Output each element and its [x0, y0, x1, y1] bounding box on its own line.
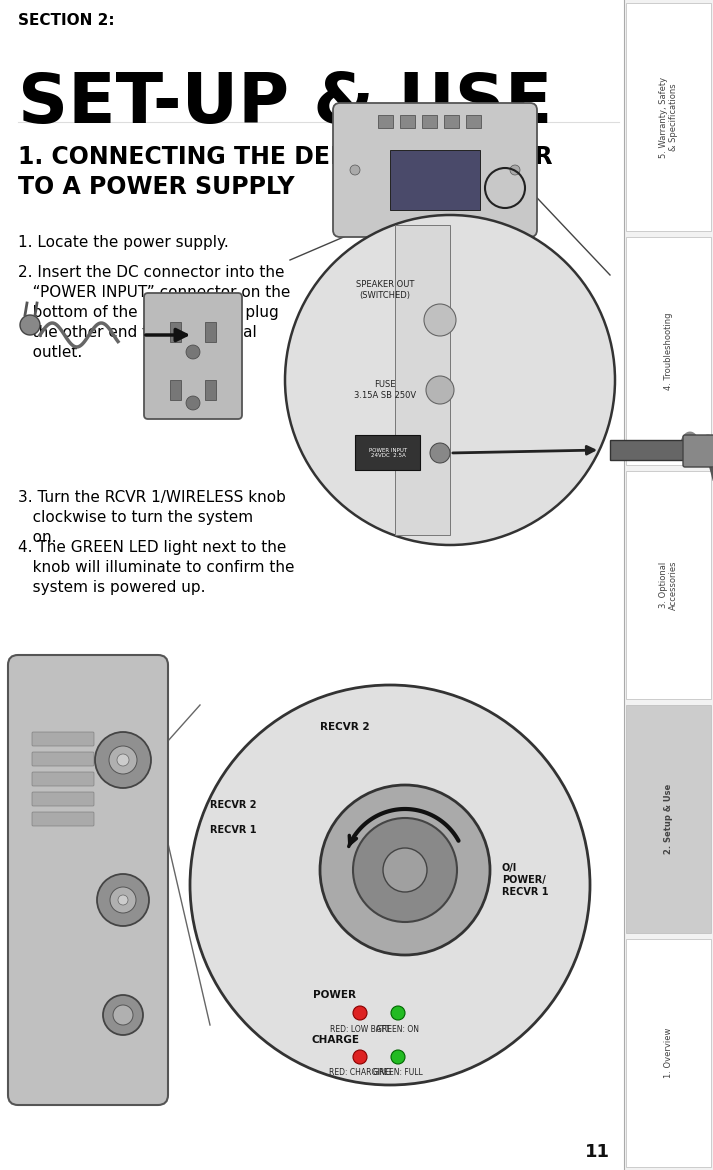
FancyBboxPatch shape	[32, 792, 94, 806]
Circle shape	[103, 994, 143, 1035]
Text: SECTION 2:: SECTION 2:	[18, 13, 115, 28]
Text: 2. Setup & Use: 2. Setup & Use	[664, 784, 673, 854]
Text: O/I
POWER/
RECVR 1: O/I POWER/ RECVR 1	[502, 862, 548, 897]
Text: RECVR 2: RECVR 2	[210, 800, 257, 810]
Bar	[170, 380, 181, 400]
Text: 4. The GREEN LED light next to the: 4. The GREEN LED light next to the	[18, 541, 287, 555]
Text: CHARGE: CHARGE	[311, 1035, 359, 1045]
Bar	[610, 440, 700, 460]
Text: POWER INPUT
24VDC  2.5A: POWER INPUT 24VDC 2.5A	[369, 448, 407, 459]
Circle shape	[97, 874, 149, 925]
Bar	[205, 380, 216, 400]
Text: 11: 11	[585, 1143, 610, 1161]
Circle shape	[430, 443, 450, 463]
Circle shape	[350, 165, 360, 175]
Circle shape	[110, 887, 136, 913]
Text: RED: LOW BATT: RED: LOW BATT	[330, 1025, 390, 1034]
Text: outlet.: outlet.	[18, 345, 82, 360]
FancyBboxPatch shape	[32, 812, 94, 826]
Text: SET-UP & USE: SET-UP & USE	[18, 70, 553, 137]
Text: RECVR 1: RECVR 1	[210, 825, 257, 835]
Bar	[466, 115, 481, 128]
Text: on.: on.	[18, 530, 56, 545]
Bar	[626, 4, 711, 230]
Text: clockwise to turn the system: clockwise to turn the system	[18, 510, 253, 525]
Text: RECVR 2: RECVR 2	[320, 722, 369, 732]
Bar	[170, 322, 181, 342]
Text: the other end to an electrical: the other end to an electrical	[18, 325, 257, 340]
Text: 3. Optional
Accessories: 3. Optional Accessories	[659, 560, 678, 610]
Text: 3. Turn the RCVR 1/WIRELESS knob: 3. Turn the RCVR 1/WIRELESS knob	[18, 490, 286, 505]
Bar	[444, 115, 459, 128]
Bar	[205, 322, 216, 342]
Text: POWER: POWER	[314, 990, 356, 1000]
Text: 2. Insert the DC connector into the: 2. Insert the DC connector into the	[18, 264, 284, 280]
Text: “POWER INPUT” connector on the: “POWER INPUT” connector on the	[18, 285, 290, 300]
Circle shape	[186, 395, 200, 410]
Bar	[626, 238, 711, 464]
Text: TO A POWER SUPPLY: TO A POWER SUPPLY	[18, 176, 294, 199]
Bar	[390, 150, 480, 209]
Circle shape	[391, 1049, 405, 1064]
Circle shape	[424, 304, 456, 336]
Bar	[422, 115, 437, 128]
Circle shape	[320, 785, 490, 955]
Circle shape	[510, 165, 520, 175]
Circle shape	[186, 345, 200, 359]
FancyBboxPatch shape	[144, 292, 242, 419]
Circle shape	[353, 1049, 367, 1064]
FancyBboxPatch shape	[8, 655, 168, 1104]
FancyBboxPatch shape	[683, 435, 713, 467]
Bar	[626, 472, 711, 698]
Text: 1. Locate the power supply.: 1. Locate the power supply.	[18, 235, 229, 250]
Text: system is powered up.: system is powered up.	[18, 580, 205, 596]
Circle shape	[285, 215, 615, 545]
Text: 5. Warranty, Safety
& Specifications: 5. Warranty, Safety & Specifications	[659, 76, 678, 158]
Circle shape	[353, 1006, 367, 1020]
Text: GREEN: ON: GREEN: ON	[376, 1025, 419, 1034]
Bar	[400, 115, 415, 128]
Text: GREEN: FULL: GREEN: FULL	[373, 1068, 423, 1078]
Text: SPEAKER OUT
(SWITCHED): SPEAKER OUT (SWITCHED)	[356, 281, 414, 300]
Text: 1. CONNECTING THE DELTA PA RECEIVER: 1. CONNECTING THE DELTA PA RECEIVER	[18, 145, 553, 168]
Text: 4. Troubleshooting: 4. Troubleshooting	[664, 312, 673, 390]
Bar	[378, 115, 393, 128]
Bar	[395, 225, 450, 535]
Circle shape	[391, 1006, 405, 1020]
Text: FUSE
3.15A SB 250V: FUSE 3.15A SB 250V	[354, 380, 416, 400]
Bar	[624, 0, 713, 1170]
Circle shape	[117, 753, 129, 766]
Text: knob will illuminate to confirm the: knob will illuminate to confirm the	[18, 560, 294, 574]
Circle shape	[118, 895, 128, 906]
Circle shape	[20, 315, 40, 335]
Circle shape	[383, 848, 427, 892]
Text: bottom of the Delta PA and plug: bottom of the Delta PA and plug	[18, 305, 279, 321]
FancyBboxPatch shape	[32, 772, 94, 786]
FancyBboxPatch shape	[32, 752, 94, 766]
Circle shape	[109, 746, 137, 775]
Circle shape	[190, 684, 590, 1085]
Bar	[626, 706, 711, 932]
FancyBboxPatch shape	[32, 732, 94, 746]
Text: RED: CHARGING: RED: CHARGING	[329, 1068, 391, 1078]
Circle shape	[426, 376, 454, 404]
Text: 1. Overview: 1. Overview	[664, 1027, 673, 1079]
Bar	[355, 435, 420, 470]
Circle shape	[95, 732, 151, 789]
Bar	[626, 940, 711, 1166]
Circle shape	[113, 1005, 133, 1025]
FancyBboxPatch shape	[333, 103, 537, 238]
Circle shape	[353, 818, 457, 922]
